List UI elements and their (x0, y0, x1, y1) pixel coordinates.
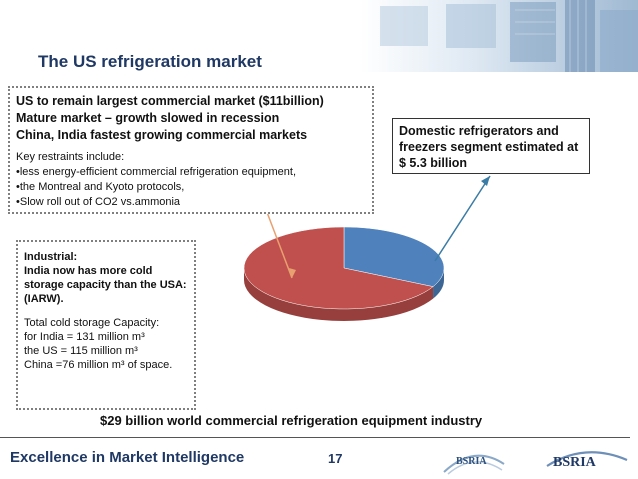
capacity-india: for India = 131 million m³ (24, 331, 145, 343)
industrial-statement: India now has more cold storage capacity… (24, 265, 187, 305)
pie-slice-side-0 (433, 268, 444, 299)
industrial-info-box: Industrial: India now has more cold stor… (16, 240, 196, 410)
logo-large-text: BSRIA (553, 455, 597, 470)
restraint-item-3: •Slow roll out of CO2 vs.ammonia (16, 196, 181, 208)
arrow-domestic (434, 175, 491, 262)
footer-tagline: Excellence in Market Intelligence (10, 449, 245, 466)
pie-slice-0 (343, 226, 445, 287)
capacity-heading: Total cold storage Capacity: (24, 317, 160, 329)
restraints-heading: Key restraints include: (16, 151, 125, 163)
pie-slice-1 (243, 226, 434, 310)
market-line-2: Mature market – growth slowed in recessi… (16, 111, 280, 125)
restraint-item-1: •less energy-efficient commercial refrig… (16, 166, 296, 178)
pie-slice-side-1 (244, 268, 434, 321)
us-market-summary-box: US to remain largest commercial market (… (8, 86, 374, 214)
page-number: 17 (328, 451, 343, 466)
domestic-segment-box: Domestic refrigerators and freezers segm… (392, 118, 590, 174)
market-line-3: China, India fastest growing commercial … (16, 128, 308, 142)
slide-title: The US refrigeration market (38, 52, 262, 71)
bsria-logo-small: BSRIA (443, 454, 505, 475)
industrial-heading: Industrial: (24, 251, 78, 263)
footer-divider (0, 437, 630, 438)
market-line-1: US to remain largest commercial market (… (16, 94, 324, 108)
arrow-commercial-head-bottom (289, 268, 296, 278)
arrow-domestic-head (481, 176, 490, 186)
capacity-china: China =76 million m³ of space. (24, 359, 173, 371)
world-industry-note: $29 billion world commercial refrigerati… (100, 413, 483, 428)
logo-small-text: BSRIA (456, 456, 487, 467)
bsria-logo-large: BSRIA (546, 451, 628, 470)
restraint-item-2: •the Montreal and Kyoto protocols, (16, 181, 185, 193)
header-building-image (360, 0, 638, 72)
capacity-us: the US = 115 million m³ (24, 345, 138, 357)
